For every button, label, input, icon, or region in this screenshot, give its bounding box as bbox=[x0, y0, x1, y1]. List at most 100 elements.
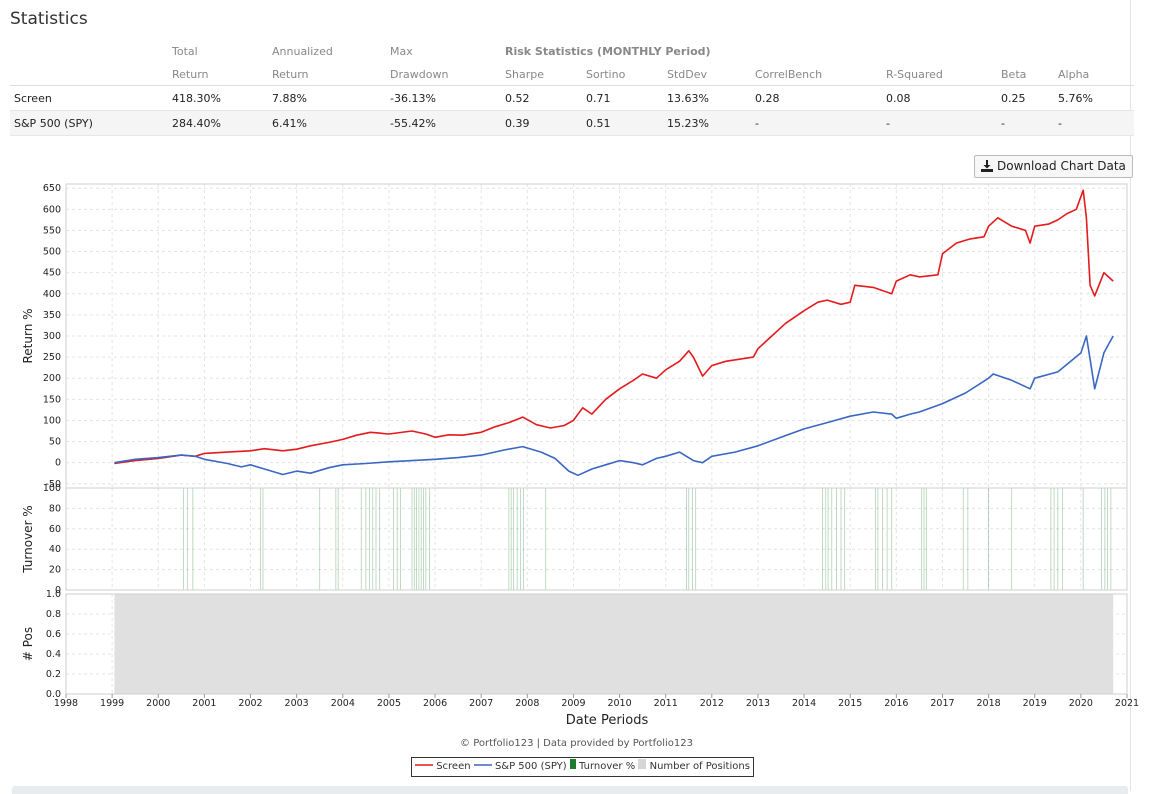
legend-item-positions[interactable]: Number of Positions bbox=[638, 758, 750, 776]
x-tick-label: 2005 bbox=[377, 698, 401, 709]
y-tick-label: 300 bbox=[43, 331, 61, 342]
table-header-row: Total Annualized Max Risk Statistics (MO… bbox=[10, 40, 1134, 63]
y-tick-label: 500 bbox=[43, 247, 61, 258]
x-tick-label: 1998 bbox=[54, 698, 78, 709]
y-tick-label: 0.4 bbox=[46, 649, 61, 660]
cell: 0.25 bbox=[997, 85, 1054, 111]
y-axis-label: Return % bbox=[21, 308, 35, 363]
cell: 15.23% bbox=[663, 110, 751, 136]
cell: - bbox=[882, 110, 997, 136]
x-tick-label: 2016 bbox=[884, 698, 908, 709]
header-total: Total bbox=[172, 45, 198, 58]
y-tick-label: 350 bbox=[43, 310, 61, 321]
page-title: Statistics bbox=[10, 9, 88, 29]
y-tick-label: 80 bbox=[49, 503, 61, 514]
legend-item-turnover[interactable]: Turnover % bbox=[569, 758, 635, 776]
download-label: Download Chart Data bbox=[997, 159, 1126, 173]
cell: -36.13% bbox=[386, 85, 501, 111]
y-tick-label: -50 bbox=[45, 479, 61, 490]
y-tick-label: 550 bbox=[43, 225, 61, 236]
x-tick-label: 2019 bbox=[1023, 698, 1047, 709]
row-name: S&P 500 (SPY) bbox=[10, 110, 168, 136]
x-tick-label: 2003 bbox=[285, 698, 309, 709]
cell: 13.63% bbox=[663, 85, 751, 111]
legend-item-screen[interactable]: Screen bbox=[415, 761, 471, 772]
y-tick-label: 150 bbox=[43, 394, 61, 405]
cell: 7.88% bbox=[268, 85, 386, 111]
y-tick-label: 0.0 bbox=[46, 689, 61, 700]
positions-area bbox=[114, 594, 1114, 694]
row-name: Screen bbox=[10, 85, 168, 111]
x-tick-label: 2008 bbox=[515, 698, 539, 709]
x-tick-label: 2017 bbox=[930, 698, 954, 709]
y-tick-label: 450 bbox=[43, 268, 61, 279]
panel-footer bbox=[12, 786, 1128, 794]
statistics-panel: Statistics Total Annualized Max Risk Sta… bbox=[6, 0, 1134, 791]
cell: - bbox=[751, 110, 882, 136]
cell: - bbox=[1054, 110, 1134, 136]
y-tick-label: 100 bbox=[43, 415, 61, 426]
y-axis-label: Turnover % bbox=[21, 505, 35, 573]
x-tick-label: 2000 bbox=[146, 698, 170, 709]
download-icon bbox=[981, 160, 993, 172]
cell: 284.40% bbox=[168, 110, 268, 136]
y-tick-label: 250 bbox=[43, 352, 61, 363]
y-tick-label: 50 bbox=[49, 437, 61, 448]
cell: - bbox=[997, 110, 1054, 136]
cell: 0.71 bbox=[582, 85, 663, 111]
legend-item-spy[interactable]: S&P 500 (SPY) bbox=[473, 761, 567, 772]
y-tick-label: 100 bbox=[43, 483, 61, 494]
header-stddev: StdDev bbox=[663, 63, 751, 86]
header-sharpe: Sharpe bbox=[501, 63, 582, 86]
y-tick-label: 20 bbox=[49, 565, 61, 576]
cell: 0.28 bbox=[751, 85, 882, 111]
header-return: Return bbox=[168, 63, 268, 86]
y-tick-label: 1.0 bbox=[46, 589, 61, 600]
header-beta: Beta bbox=[997, 63, 1054, 86]
y-tick-label: 60 bbox=[49, 524, 61, 535]
cell: 418.30% bbox=[168, 85, 268, 111]
y-tick-label: 650 bbox=[43, 183, 61, 194]
table-row: S&P 500 (SPY) 284.40% 6.41% -55.42% 0.39… bbox=[10, 110, 1134, 136]
header-sortino: Sortino bbox=[582, 63, 663, 86]
y-axis-label: # Pos bbox=[21, 627, 35, 661]
y-tick-label: 400 bbox=[43, 289, 61, 300]
chart-legend: Screen S&P 500 (SPY) Turnover % Number o… bbox=[411, 757, 754, 777]
y-tick-label: 0.2 bbox=[46, 669, 61, 680]
cell: 5.76% bbox=[1054, 85, 1134, 111]
x-tick-label: 2009 bbox=[561, 698, 585, 709]
x-tick-label: 2018 bbox=[977, 698, 1001, 709]
cell: 0.39 bbox=[501, 110, 582, 136]
y-tick-label: 200 bbox=[43, 373, 61, 384]
table-subheader-row: Return Return Drawdown Sharpe Sortino St… bbox=[10, 63, 1134, 86]
x-tick-label: 2004 bbox=[331, 698, 355, 709]
statistics-table: Total Annualized Max Risk Statistics (MO… bbox=[10, 40, 1134, 136]
x-tick-label: 2001 bbox=[192, 698, 216, 709]
x-tick-label: 2020 bbox=[1069, 698, 1093, 709]
y-tick-label: 0.6 bbox=[46, 629, 61, 640]
header-drawdown: Drawdown bbox=[386, 63, 501, 86]
cell: 0.52 bbox=[501, 85, 582, 111]
header-rsquared: R-Squared bbox=[882, 63, 997, 86]
header-alpha: Alpha bbox=[1054, 63, 1134, 86]
performance-chart: -500501001502002503003504004505005506006… bbox=[21, 183, 1139, 728]
download-chart-data-button[interactable]: Download Chart Data bbox=[974, 155, 1133, 178]
x-tick-label: 2021 bbox=[1115, 698, 1139, 709]
table-row: Screen 418.30% 7.88% -36.13% 0.52 0.71 1… bbox=[10, 85, 1134, 111]
x-tick-label: 2015 bbox=[838, 698, 862, 709]
x-tick-label: 2013 bbox=[746, 698, 770, 709]
y-tick-label: 0 bbox=[55, 458, 61, 469]
cell: 0.51 bbox=[582, 110, 663, 136]
x-tick-label: 2011 bbox=[654, 698, 678, 709]
cell: 6.41% bbox=[268, 110, 386, 136]
y-tick-label: 600 bbox=[43, 204, 61, 215]
header-annualized: Annualized bbox=[272, 45, 333, 58]
cell: 0.08 bbox=[882, 85, 997, 111]
header-max: Max bbox=[390, 45, 413, 58]
x-axis-label: Date Periods bbox=[566, 713, 649, 728]
y-tick-label: 0 bbox=[55, 585, 61, 596]
header-risk-statistics: Risk Statistics (MONTHLY Period) bbox=[505, 45, 711, 58]
header-correlbench: CorrelBench bbox=[751, 63, 882, 86]
series-line-screen bbox=[114, 189, 1114, 465]
chart-credit: © Portfolio123 | Data provided by Portfo… bbox=[460, 738, 693, 749]
